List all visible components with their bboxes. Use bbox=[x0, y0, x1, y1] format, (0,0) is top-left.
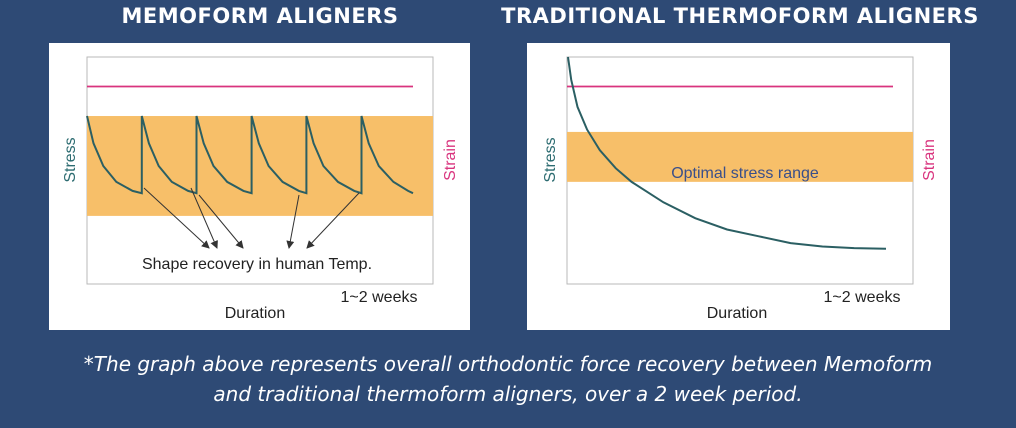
x-axis-label-duration: Duration bbox=[225, 305, 285, 322]
annotation-shape-recovery: Shape recovery in human Temp. bbox=[142, 256, 372, 273]
annotation-arrow-1 bbox=[190, 187, 218, 249]
y-axis-label-stress: Stress bbox=[62, 137, 79, 182]
thermoform-chart: Optimal stress range Stress Strain Durat… bbox=[542, 56, 938, 322]
x-axis-label-duration: Duration bbox=[707, 305, 767, 322]
annotation-arrow-4 bbox=[306, 192, 360, 249]
caption: *The graph above represents overall orth… bbox=[0, 349, 1016, 409]
stress-range-band bbox=[567, 131, 913, 182]
band-label-optimal-stress: Optimal stress range bbox=[671, 165, 819, 182]
y-axis-label-strain: Strain bbox=[442, 139, 459, 181]
annotation-arrow-3 bbox=[286, 194, 300, 249]
stress-range-band bbox=[87, 116, 433, 216]
thermoform-chart-panel: Optimal stress range Stress Strain Durat… bbox=[527, 43, 950, 330]
stress-curve-0 bbox=[86, 115, 414, 195]
chart-title-memoform: MEMOFORM ALIGNERS bbox=[121, 4, 399, 28]
x-end-label: 1~2 weeks bbox=[341, 289, 418, 306]
memoform-chart: Stress Strain Shape recovery in human Te… bbox=[62, 56, 459, 322]
caption-line-2: and traditional thermoform aligners, ove… bbox=[213, 382, 803, 406]
chart-title-thermoform: TRADITIONAL THERMOFORM ALIGNERS bbox=[501, 4, 979, 28]
annotation-arrow-2 bbox=[198, 194, 244, 249]
memoform-chart-panel: Stress Strain Shape recovery in human Te… bbox=[49, 43, 470, 330]
y-axis-label-strain: Strain bbox=[921, 139, 938, 181]
stress-curve-0 bbox=[567, 56, 887, 250]
x-end-label: 1~2 weeks bbox=[824, 289, 901, 306]
caption-line-1: *The graph above represents overall orth… bbox=[83, 352, 933, 376]
y-axis-label-stress: Stress bbox=[542, 137, 559, 182]
annotation-arrow-0 bbox=[143, 187, 210, 249]
